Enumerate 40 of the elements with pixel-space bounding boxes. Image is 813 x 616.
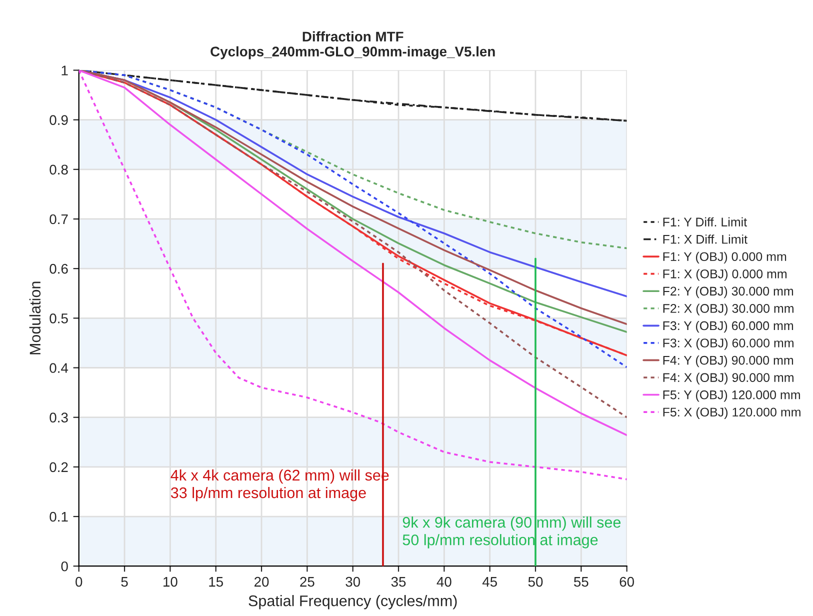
x-tick-label: 60	[620, 576, 634, 587]
x-tick-label: 15	[209, 577, 223, 587]
legend-label: F5: X (OBJ) 120.000 mm	[663, 407, 800, 420]
x-tick-label: 25	[300, 576, 314, 587]
annotation: 9k x 9k camera (90 mm) will see 50 lp/mm resolution at image	[402, 516, 621, 548]
y-tick-label: 0.7	[50, 214, 68, 224]
legend-label: F3: Y (OBJ) 60.000 mm	[663, 320, 794, 333]
legend-label: F1: X (OBJ) 0.000 mm	[663, 269, 787, 281]
y-tick-label: 0	[61, 561, 68, 572]
x-tick-label: 55	[574, 577, 588, 587]
x-tick-label: 30	[346, 576, 360, 587]
x-axis-title: Spatial Frequency (cycles/mm)	[248, 595, 457, 610]
y-tick-label: 1	[62, 66, 68, 76]
y-tick-label: 0.8	[50, 164, 68, 175]
legend-label: F1: Y Diff. Limit	[663, 217, 747, 226]
x-tick-label: 10	[164, 576, 178, 587]
legend-label: F4: Y (OBJ) 90.000 mm	[663, 356, 794, 368]
y-axis-title: Modulation	[29, 282, 41, 354]
legend-label: F3: X (OBJ) 60.000 mm	[663, 338, 794, 350]
x-tick-label: 50	[528, 576, 543, 587]
legend-label: F4: X (OBJ) 90.000 mm	[663, 372, 794, 384]
y-tick-label: 0.5	[50, 314, 68, 324]
legend-label: F2: Y (OBJ) 30.000 mm	[663, 286, 794, 298]
legend-label: F1: X Diff. Limit	[663, 234, 748, 244]
legend-label: F5: Y (OBJ) 120.000 mm	[663, 390, 800, 402]
y-tick-label: 0.1	[50, 512, 68, 522]
x-tick-label: 40	[436, 576, 452, 587]
y-tick-label: 0.4	[50, 363, 68, 373]
legend-label: F2: X (OBJ) 30.000 mm	[663, 304, 794, 316]
x-tick-label: 45	[482, 577, 497, 587]
x-tick-label: 5	[121, 577, 128, 587]
y-tick-label: 0.3	[50, 412, 68, 423]
y-tick-label: 0.2	[50, 462, 68, 472]
legend-label: F1: Y (OBJ) 0.000 mm	[663, 252, 786, 264]
y-tick-label: 0.6	[50, 264, 68, 274]
y-tick-label: 0.9	[50, 115, 68, 125]
x-tick-label: 0	[76, 576, 82, 587]
chart-title: Diffraction MTF Cyclops_240mm-GLO_90mm-image_V5.len	[210, 31, 495, 60]
x-tick-label: 20	[254, 576, 269, 587]
x-tick-label: 35	[391, 576, 406, 587]
